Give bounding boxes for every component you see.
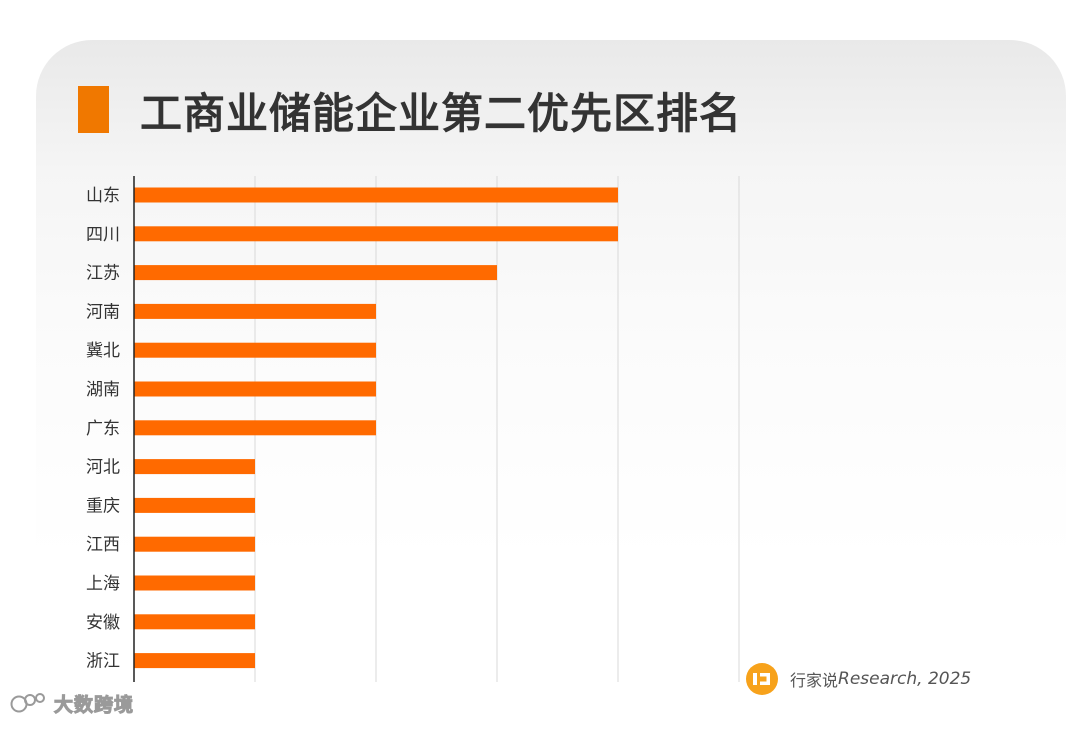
category-label: 浙江 bbox=[86, 652, 120, 672]
hangjiashuo-logo-icon bbox=[746, 663, 778, 695]
category-label: 重庆 bbox=[86, 496, 120, 516]
category-label: 江苏 bbox=[86, 264, 120, 284]
chart-title: 工商业储能企业第二优先区排名 bbox=[140, 89, 743, 138]
category-label: 江西 bbox=[86, 535, 120, 555]
category-label: 广东 bbox=[86, 419, 120, 439]
watermark-text: 大数跨境 bbox=[53, 693, 135, 716]
bar bbox=[134, 536, 255, 552]
bar bbox=[134, 342, 376, 358]
category-label: 河南 bbox=[86, 302, 120, 322]
category-label: 河北 bbox=[86, 458, 120, 478]
bar bbox=[134, 497, 255, 513]
bars bbox=[134, 187, 618, 669]
bar bbox=[134, 381, 376, 397]
category-label: 上海 bbox=[86, 574, 120, 594]
bar bbox=[134, 614, 255, 630]
category-label: 湖南 bbox=[86, 380, 120, 400]
bar bbox=[134, 265, 497, 281]
source-credit: 行家说 Research, 2025 bbox=[746, 662, 971, 696]
bar bbox=[134, 303, 376, 319]
category-label: 安徽 bbox=[86, 613, 120, 633]
bar bbox=[134, 653, 255, 669]
watermark: 大数跨境 bbox=[10, 688, 134, 718]
bar bbox=[134, 187, 618, 203]
title-marker bbox=[78, 86, 109, 133]
bar bbox=[134, 226, 618, 242]
category-label: 冀北 bbox=[86, 341, 120, 361]
dashukuajing-logo-icon bbox=[10, 693, 45, 713]
bar bbox=[134, 420, 376, 436]
bar bbox=[134, 575, 255, 591]
gridlines bbox=[254, 176, 740, 682]
category-label: 四川 bbox=[86, 225, 120, 245]
source-year: Research, 2025 bbox=[838, 669, 972, 689]
category-label: 山东 bbox=[86, 186, 120, 206]
source-publisher: 行家说 bbox=[790, 671, 839, 690]
bar bbox=[134, 459, 255, 475]
